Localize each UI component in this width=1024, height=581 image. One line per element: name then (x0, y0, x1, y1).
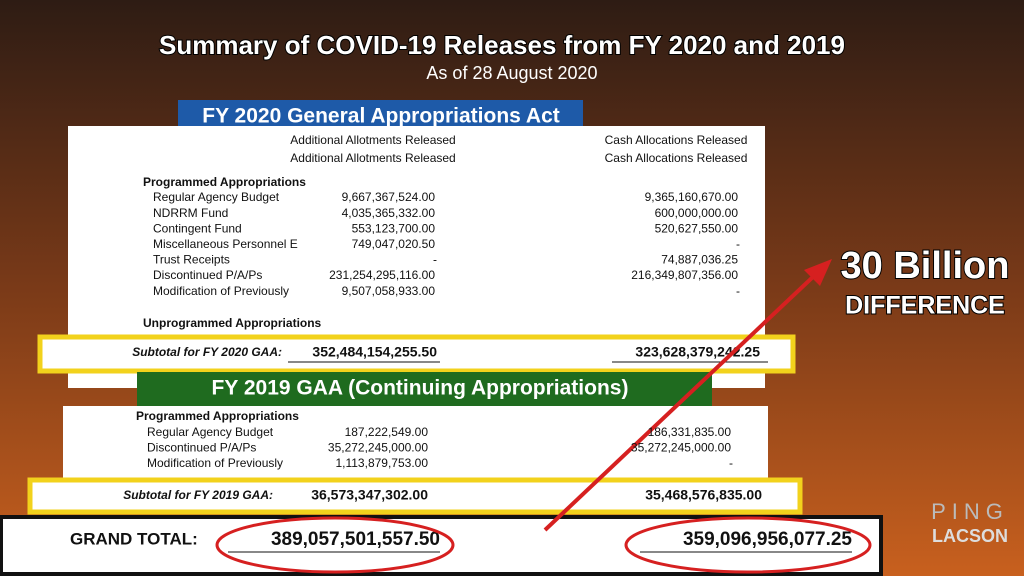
subtotal-label: Subtotal for FY 2019 GAA: (123, 488, 273, 502)
grand-total-label: GRAND TOTAL: (70, 529, 198, 548)
row-allotment: 4,035,365,332.00 (342, 206, 436, 220)
row-allotment: 35,272,245,000.00 (328, 441, 428, 455)
row-cash: - (736, 284, 740, 298)
subtotal-value: 352,484,154,255.50 (312, 344, 437, 360)
row-label: Miscellaneous Personnel E (153, 237, 298, 251)
row-allotment: 749,047,020.50 (352, 237, 436, 251)
sheet (63, 406, 768, 478)
row-label: Trust Receipts (153, 253, 230, 267)
row-allotment: 231,254,295,116.00 (329, 268, 435, 282)
row-cash: - (736, 237, 740, 251)
row-cash: 216,349,807,356.00 (631, 268, 738, 282)
annotation-amount: 30 Billion (841, 245, 1010, 287)
row-label: NDRRM Fund (153, 206, 228, 220)
row-label: Contingent Fund (153, 221, 242, 235)
subtotal-value: 35,468,576,835.00 (645, 487, 762, 503)
row-allotment: 1,113,879,753.00 (335, 456, 428, 470)
group-label: Programmed Appropriations (143, 175, 306, 189)
row-allotment: 9,507,058,933.00 (342, 284, 436, 298)
row-label: Modification of Previously (147, 456, 283, 470)
arrow (543, 273, 817, 532)
group-label: Unprogrammed Appropriations (143, 316, 322, 330)
subtotal-label: Subtotal for FY 2020 GAA: (132, 345, 282, 359)
title: Summary of COVID-19 Releases from FY 202… (159, 30, 845, 60)
highlight-circle (215, 516, 455, 574)
grand-total-value: 359,096,956,077.25 (683, 529, 852, 550)
row-allotment: 187,222,549.00 (345, 425, 429, 439)
grand-total-box (0, 515, 883, 576)
column-header: Additional Allotments Released (290, 133, 455, 147)
row-cash: 520,627,550.00 (655, 221, 739, 235)
row-label: Discontinued P/A/Ps (147, 441, 256, 455)
logo-top: PING (931, 499, 1009, 524)
row-cash: 600,000,000.00 (655, 206, 739, 220)
column-header: Cash Allocations Released (605, 151, 748, 165)
group-label: Programmed Appropriations (136, 409, 299, 423)
row-cash: 186,331,835.00 (648, 425, 732, 439)
column-header: Cash Allocations Released (605, 133, 748, 147)
row-allotment: - (433, 253, 437, 267)
row-allotment: 553,123,700.00 (352, 221, 436, 235)
row-label: Modification of Previously (153, 284, 289, 298)
row-label: Regular Agency Budget (147, 425, 274, 439)
annotation-label: DIFFERENCE (845, 292, 1005, 320)
section-header: FY 2020 General Appropriations Act (202, 105, 560, 128)
logo-bottom: LACSON (932, 526, 1008, 546)
highlight-circle (624, 516, 872, 574)
row-cash: 74,887,036.25 (661, 253, 738, 267)
subtotal-value: 36,573,347,302.00 (311, 487, 428, 503)
row-allotment: 9,667,367,524.00 (342, 190, 436, 204)
row-label: Discontinued P/A/Ps (153, 268, 262, 282)
column-header: Additional Allotments Released (290, 151, 455, 165)
row-cash: 35,272,245,000.00 (631, 441, 731, 455)
section-header-box (137, 372, 712, 406)
section-header: FY 2019 GAA (Continuing Appropriations) (212, 377, 629, 400)
row-cash: - (729, 456, 733, 470)
subtotal-band (27, 477, 803, 515)
grand-total-value: 389,057,501,557.50 (271, 529, 440, 550)
subtitle: As of 28 August 2020 (426, 63, 597, 83)
subtotal-band (37, 334, 796, 374)
row-label: Regular Agency Budget (153, 190, 280, 204)
arrow-head (804, 259, 832, 286)
row-cash: 9,365,160,670.00 (645, 190, 739, 204)
